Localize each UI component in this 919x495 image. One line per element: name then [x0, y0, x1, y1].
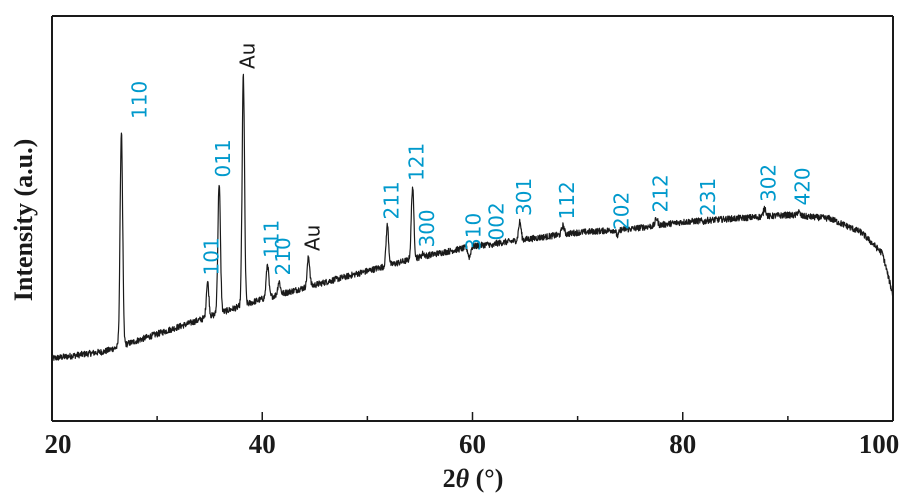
peak-label-300: 300 — [415, 209, 439, 247]
x-axis-ticks — [52, 412, 893, 421]
peak-label-212: 212 — [648, 174, 672, 212]
x-tick-label: 40 — [249, 429, 276, 459]
peak-label-310: 310 — [461, 213, 485, 251]
x-axis-title: 2θ (°) — [443, 464, 504, 493]
x-axis-title-suffix: (°) — [469, 464, 503, 493]
peak-label-110: 110 — [127, 81, 151, 119]
x-tick-label: 20 — [45, 429, 72, 459]
peak-label-au: Au — [301, 225, 325, 251]
peak-label-121: 121 — [405, 143, 429, 181]
peak-label-210: 210 — [271, 237, 295, 275]
peak-label-202: 202 — [610, 192, 634, 230]
peak-label-420: 420 — [790, 167, 814, 205]
peak-label-302: 302 — [757, 164, 781, 202]
x-tick-label: 100 — [859, 429, 900, 459]
peak-label-301: 301 — [512, 178, 536, 216]
x-axis-title-theta: θ — [456, 464, 470, 493]
x-axis-title-prefix: 2 — [443, 464, 456, 493]
y-axis-title: Intensity (a.u.) — [9, 139, 38, 302]
peak-label-112: 112 — [555, 181, 579, 219]
x-tick-labels: 20 40 60 80 100 — [45, 429, 900, 459]
peak-label-002: 002 — [484, 202, 508, 240]
peak-label-au: Au — [235, 43, 259, 69]
peak-label-231: 231 — [696, 178, 720, 216]
x-tick-label: 80 — [669, 429, 696, 459]
peak-label-101: 101 — [200, 237, 224, 275]
x-tick-label: 60 — [459, 429, 486, 459]
peak-label-211: 211 — [379, 181, 403, 219]
peak-label-011: 011 — [211, 139, 235, 177]
